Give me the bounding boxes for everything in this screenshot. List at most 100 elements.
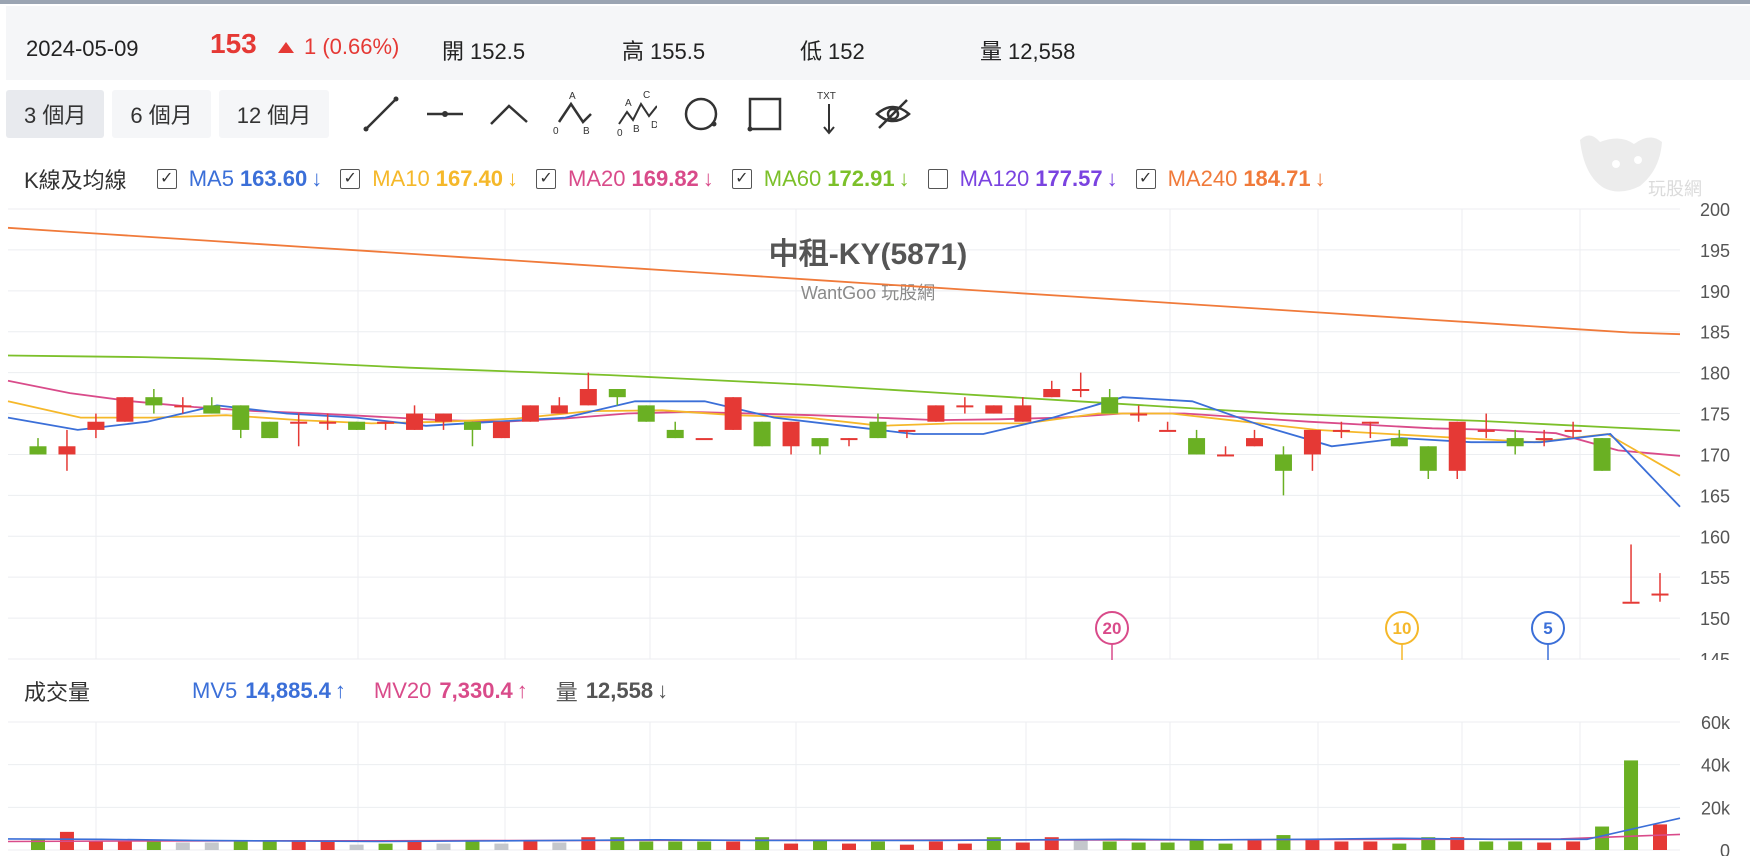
candle	[695, 438, 713, 441]
ma-marker-10: 10	[1385, 611, 1419, 660]
candle	[1130, 405, 1148, 422]
ma20-toggle[interactable]: ✓ MA20 169.82 ↓	[536, 166, 714, 192]
volume-bar	[1421, 837, 1436, 850]
volume-bar	[1508, 841, 1523, 850]
volume-bar	[175, 842, 190, 850]
horizontal-line-tool-icon[interactable]	[425, 94, 465, 134]
candle	[1246, 429, 1263, 447]
volume-bar	[1334, 841, 1349, 850]
ma60-toggle[interactable]: ✓ MA60 172.91 ↓	[731, 166, 910, 192]
candle-body	[782, 421, 800, 447]
ma10-toggle[interactable]: ✓ MA10 167.40 ↓	[340, 166, 518, 192]
logo-text: 玩股網	[1648, 179, 1702, 199]
ma5-checkbox[interactable]: ✓	[156, 169, 177, 189]
volume-axis: 60k 40k 20k 0	[1701, 716, 1731, 856]
angle-tool-icon[interactable]	[489, 94, 529, 134]
marker-circle	[1095, 611, 1129, 645]
volume-tick-label: 20k	[1701, 798, 1731, 818]
volume-bar	[1537, 842, 1552, 850]
ma120-checkbox[interactable]	[927, 169, 948, 189]
candle	[1159, 421, 1177, 432]
ma5-toggle[interactable]: ✓ MA5 163.60 ↓	[156, 166, 322, 192]
volume-bar	[1247, 839, 1262, 850]
volume-legend: 成交量 MV5 14,885.4 ↑ MV20 7,330.4 ↑ 量 12,5…	[24, 676, 696, 706]
ma240-toggle[interactable]: ✓ MA240 184.71 ↓	[1135, 166, 1326, 192]
ma-markers: 20 10 5	[1095, 611, 1565, 660]
candle-body	[753, 421, 771, 447]
period-3m-button[interactable]: 3 個月	[6, 90, 105, 138]
volume-bar	[784, 843, 799, 850]
high-value: 155.5	[650, 39, 706, 64]
candle	[1506, 429, 1524, 455]
volume-bar	[436, 843, 451, 850]
volume-bar	[1653, 824, 1667, 850]
ma240-value: 184.71	[1243, 166, 1311, 191]
ma240-checkbox[interactable]: ✓	[1135, 169, 1156, 189]
candle	[1535, 429, 1553, 447]
candle-body	[348, 421, 366, 430]
candle-body	[1188, 438, 1206, 455]
volume-bar	[523, 841, 538, 850]
volume-bar	[986, 837, 1001, 850]
volume-bar	[581, 837, 596, 850]
candle	[637, 405, 655, 422]
price-tick-label: 150	[1700, 609, 1730, 629]
tool-label-zero2: 0	[617, 128, 623, 138]
candle-body	[550, 405, 568, 414]
candle	[782, 421, 800, 455]
volume-legend-item: 量 12,558 ↓	[556, 675, 668, 707]
volume-tick-label: 60k	[1701, 716, 1731, 733]
volume-bar	[813, 840, 828, 850]
candle-body	[811, 438, 829, 447]
rectangle-tool-icon[interactable]	[745, 94, 785, 134]
volume-bar	[1160, 842, 1175, 850]
ma120-toggle[interactable]: MA120 177.57 ↓	[927, 166, 1118, 192]
volume-bar	[1392, 843, 1407, 850]
price-tick-label: 195	[1700, 241, 1730, 261]
price-tick-label: 185	[1700, 323, 1730, 343]
hide-eye-icon[interactable]	[873, 94, 913, 134]
ma-marker-5: 5	[1531, 611, 1565, 660]
abc-pattern-tool-icon[interactable]: A 0 B	[553, 91, 593, 137]
candle	[869, 413, 887, 439]
line-tool-icon[interactable]	[361, 94, 401, 134]
quote-price: 153	[210, 28, 257, 59]
marker-label: 10	[1393, 619, 1412, 638]
candle	[1014, 397, 1032, 422]
candle	[956, 397, 974, 414]
volume-bar	[552, 842, 567, 850]
candle-body	[1651, 593, 1669, 596]
ma-legend-title: K線及均線	[24, 168, 127, 193]
candle	[840, 438, 858, 447]
text-arrow-tool-icon[interactable]: TXT	[809, 91, 849, 135]
down-arrow-icon: ↓	[702, 166, 714, 191]
period-12m-button[interactable]: 12 個月	[218, 90, 330, 138]
ma60-checkbox[interactable]: ✓	[731, 169, 752, 189]
period-6m-button[interactable]: 6 個月	[112, 90, 211, 138]
candle	[435, 413, 452, 430]
candle	[232, 405, 250, 439]
wantgoo-logo: 玩股網	[1580, 135, 1702, 199]
mv20-legend: MV20 7,330.4 ↑	[374, 678, 528, 704]
ma10-checkbox[interactable]: ✓	[340, 169, 361, 189]
candle-body	[1535, 438, 1553, 441]
volume-chart: 60k 40k 20k 0	[7, 716, 1731, 856]
candle-body	[1622, 601, 1640, 604]
candle-body	[637, 405, 655, 422]
volume-bar	[899, 844, 914, 850]
volume-tick-label: 40k	[1701, 756, 1731, 776]
tool-label-zero: 0	[553, 126, 559, 137]
volume-bar	[320, 841, 335, 850]
candle	[753, 421, 771, 447]
candle	[1448, 421, 1466, 479]
ma20-checkbox[interactable]: ✓	[536, 169, 557, 189]
candle-body	[1246, 438, 1263, 447]
candle-body	[1303, 429, 1321, 455]
mv20-label: MV20	[373, 678, 432, 703]
circle-tool-icon[interactable]	[681, 94, 721, 134]
volume-ma-lines	[7, 817, 1681, 843]
candle-body	[1361, 421, 1379, 424]
candle-body	[319, 421, 337, 424]
marker-label: 5	[1543, 619, 1552, 638]
